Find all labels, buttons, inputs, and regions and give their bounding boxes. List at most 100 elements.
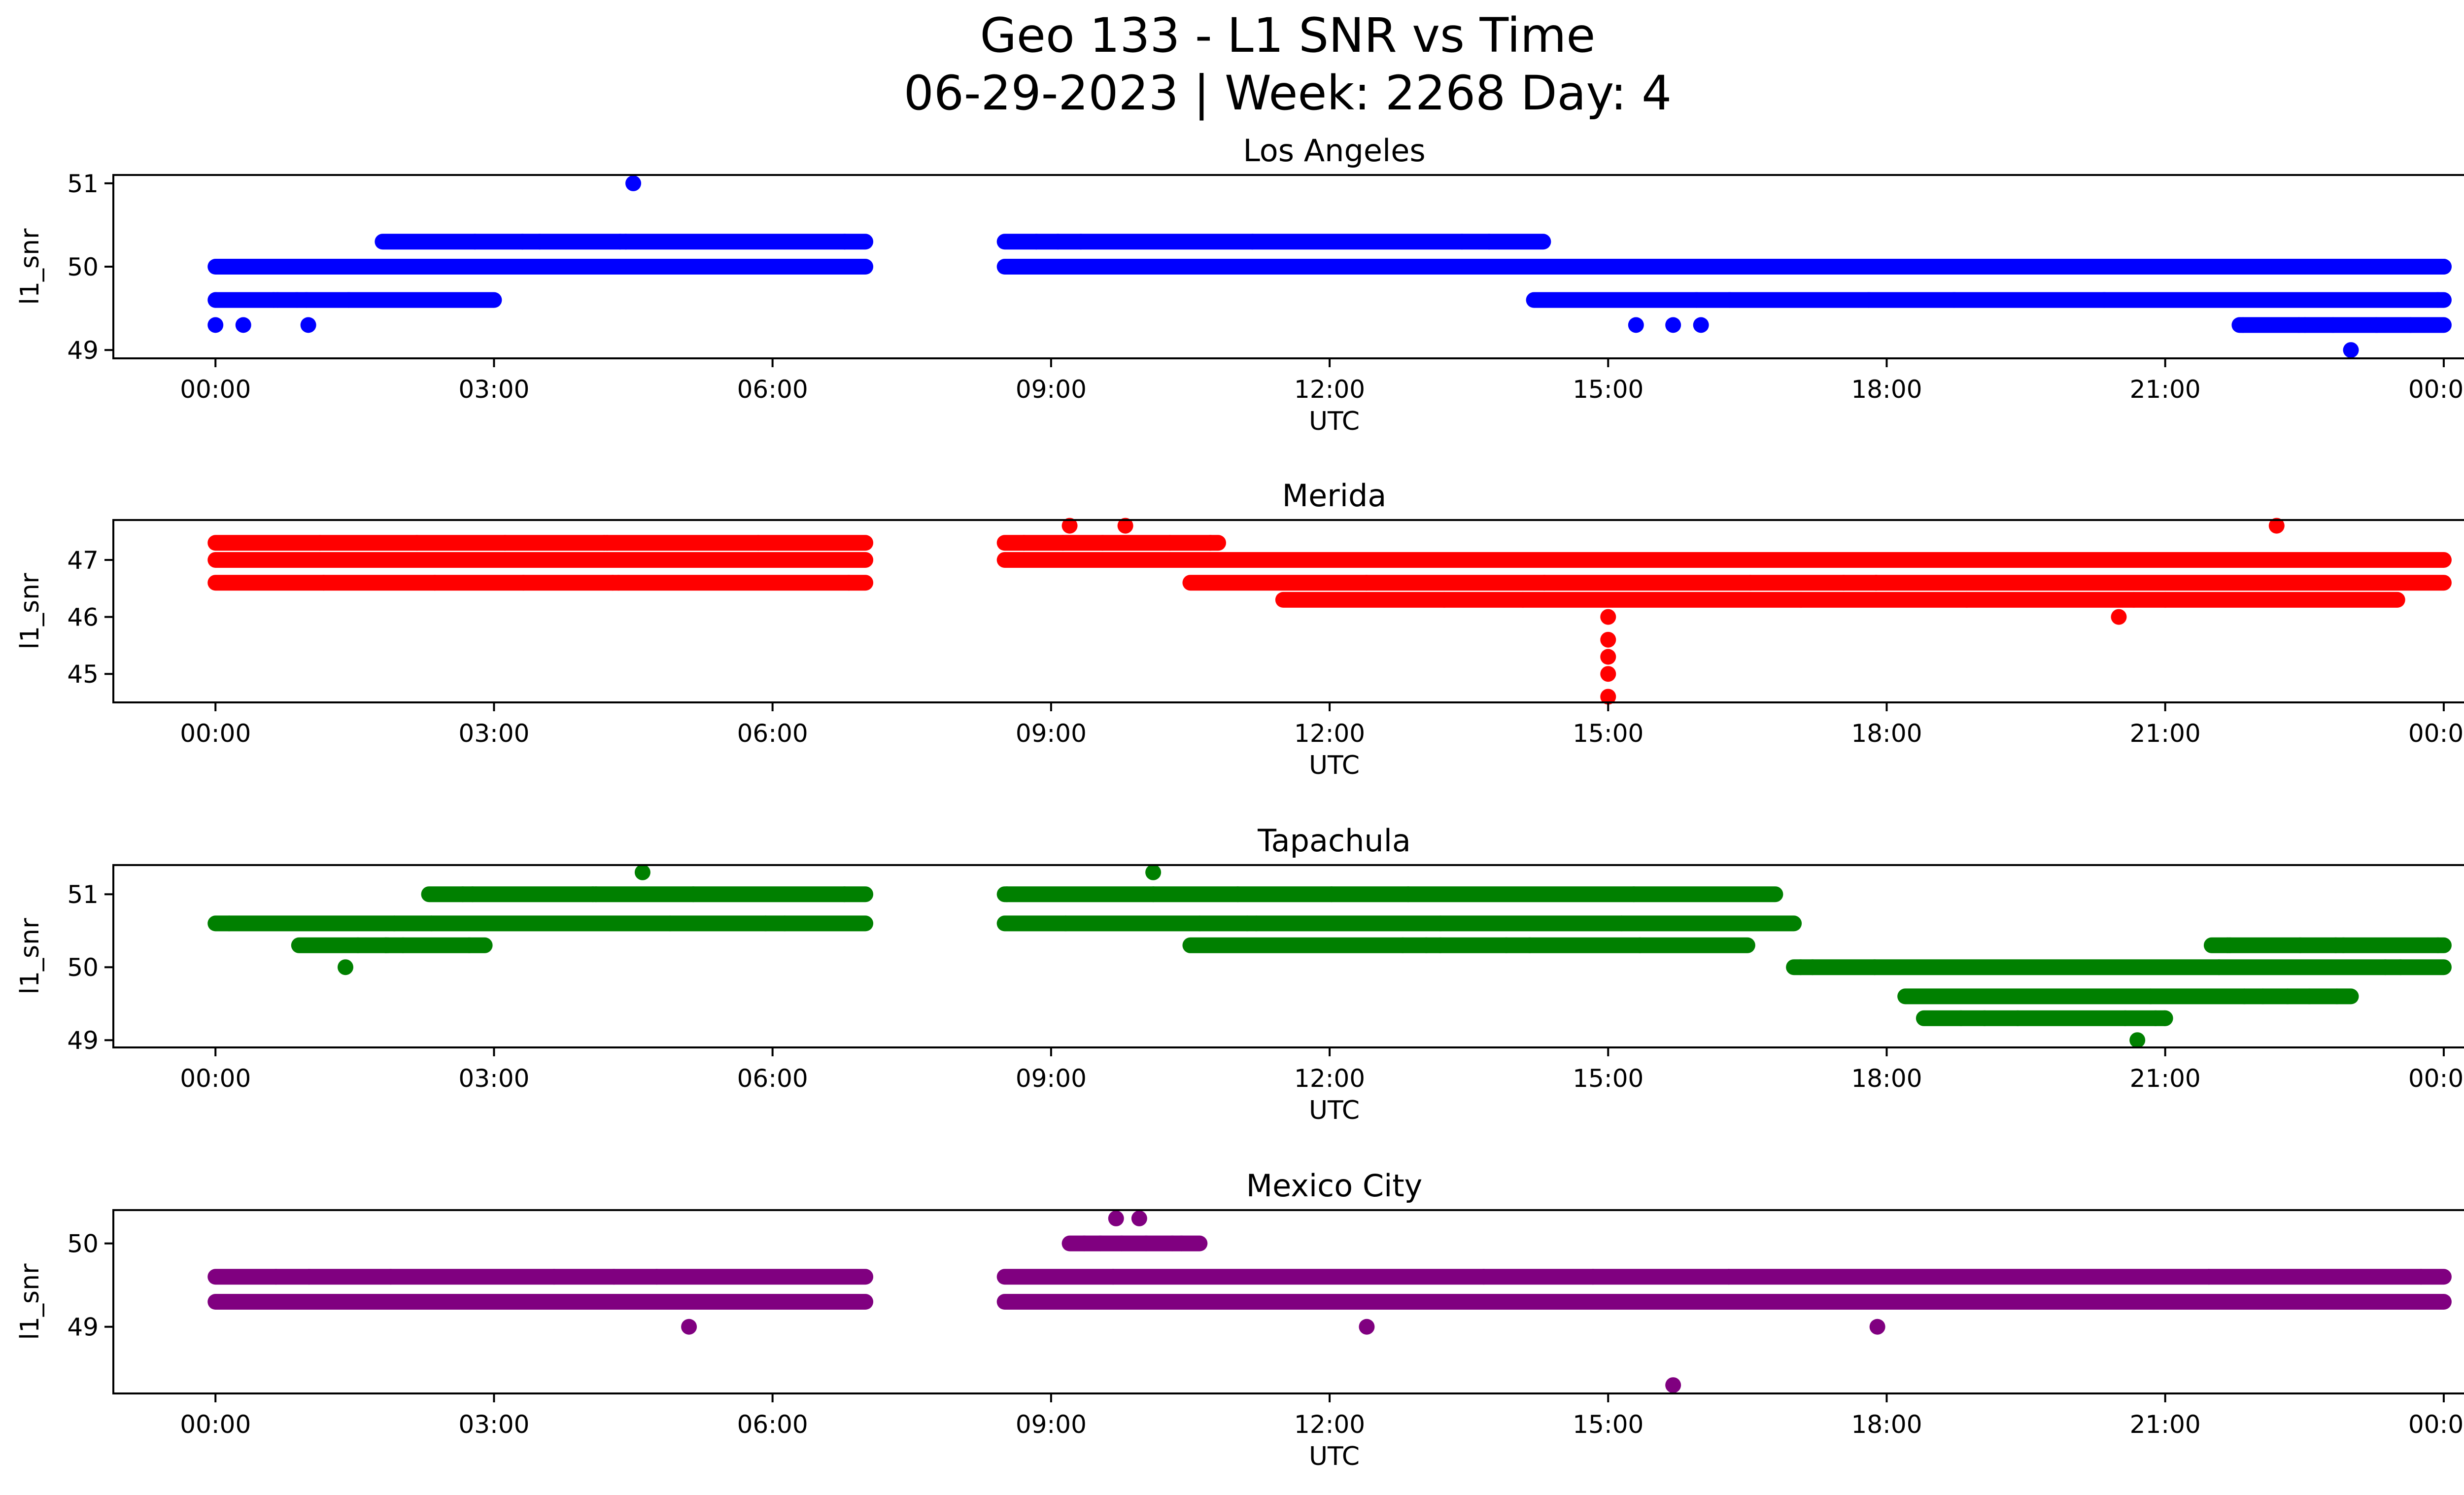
y-tick-label: 50 xyxy=(67,253,99,281)
data-point xyxy=(1202,535,1218,551)
x-tick-label: 21:00 xyxy=(2130,375,2201,404)
data-point xyxy=(1793,591,1809,608)
data-point xyxy=(1105,1269,1121,1285)
data-point xyxy=(1359,1319,1375,1335)
x-tick-label: 00:00 xyxy=(180,1410,251,1439)
x-tick-label: 03:00 xyxy=(458,1064,529,1093)
data-point xyxy=(1861,292,1877,308)
data-point xyxy=(1145,886,1162,903)
data-point xyxy=(1162,535,1178,551)
data-point xyxy=(2236,988,2253,1005)
subplots: Los Angeles 00:00 03:00 06:00 09:00 12:00 15:0… xyxy=(15,133,2464,1471)
data-point xyxy=(1400,886,1416,903)
y-axis-label: l1_snr xyxy=(15,1263,45,1340)
data-point xyxy=(1953,1010,1969,1026)
data-point xyxy=(1192,915,1208,932)
data-point xyxy=(1436,591,1452,608)
data-point xyxy=(2211,959,2227,975)
data-point xyxy=(1690,552,1707,568)
data-point xyxy=(1868,575,1884,591)
data-point xyxy=(1658,259,1675,275)
data-point xyxy=(341,292,357,308)
data-point xyxy=(1946,292,1962,308)
x-tick-label: 00:00 xyxy=(2408,375,2464,404)
data-point xyxy=(1131,1210,1147,1226)
data-point xyxy=(1792,959,1809,975)
data-point xyxy=(454,886,471,903)
data-point xyxy=(2291,317,2307,333)
data-point xyxy=(1879,552,1895,568)
x-axis-label: UTC xyxy=(1309,407,1360,436)
data-point xyxy=(1173,1235,1190,1252)
x-tick-label: 12:00 xyxy=(1294,1064,1365,1093)
x-axis-label: UTC xyxy=(1309,1442,1360,1471)
data-point xyxy=(770,259,787,275)
data-point xyxy=(1836,575,1852,591)
x-tick-label: 18:00 xyxy=(1851,375,1922,404)
data-point xyxy=(694,259,710,275)
figure-title-line2: 06-29-2023 | Week: 2268 Day: 4 xyxy=(904,66,1672,121)
x-tick-label: 06:00 xyxy=(737,375,808,404)
data-point xyxy=(777,915,793,932)
data-point xyxy=(2402,317,2419,333)
data-point xyxy=(1028,234,1044,250)
data-point xyxy=(347,259,364,275)
data-point xyxy=(999,886,1015,903)
x-tick-label: 18:00 xyxy=(1851,719,1922,748)
x-tick-label: 00:00 xyxy=(180,375,251,404)
data-point xyxy=(2070,1294,2086,1310)
subplot-title: Tapachula xyxy=(1257,823,1411,859)
data-point xyxy=(2157,591,2173,608)
data-point xyxy=(1600,609,1616,625)
data-point xyxy=(605,575,621,591)
data-point xyxy=(515,575,532,591)
x-tick-label: 03:00 xyxy=(458,719,529,748)
y-tick-label: 46 xyxy=(67,603,99,632)
data-point xyxy=(634,864,650,880)
data-point xyxy=(1958,591,1975,608)
x-axis-label: UTC xyxy=(1309,751,1360,780)
data-points xyxy=(207,864,2452,1048)
data-point xyxy=(685,886,701,903)
data-point xyxy=(836,234,853,250)
subplot-los-angeles: Los Angeles 00:00 03:00 06:00 09:00 12:00 15:0… xyxy=(15,133,2464,436)
data-point xyxy=(649,1269,665,1285)
data-point xyxy=(1688,292,1705,308)
y-axis-label: l1_snr xyxy=(15,918,45,995)
data-point xyxy=(467,234,483,250)
data-point xyxy=(2096,292,2112,308)
data-point xyxy=(1055,535,1071,551)
data-point xyxy=(1665,1377,1681,1393)
data-point xyxy=(531,234,548,250)
data-point xyxy=(2377,959,2394,975)
data-point xyxy=(1805,959,1821,975)
subplot-title: Los Angeles xyxy=(1243,133,1425,169)
x-tick-label: 06:00 xyxy=(737,1064,808,1093)
data-point xyxy=(1138,1235,1154,1252)
data-point xyxy=(268,1269,284,1285)
data-point xyxy=(529,552,546,568)
data-point xyxy=(2148,1010,2164,1026)
data-point xyxy=(1920,259,1937,275)
data-point xyxy=(497,535,513,551)
data-point xyxy=(2279,988,2295,1005)
data-point xyxy=(1418,937,1435,953)
x-tick-label: 09:00 xyxy=(1016,719,1087,748)
data-point xyxy=(315,575,332,591)
data-point xyxy=(1145,864,1162,880)
subplot-tapachula: Tapachula 00:00 03:00 06:00 09:00 12:00 15:00 1… xyxy=(15,823,2464,1125)
x-tick-label: 03:00 xyxy=(458,375,529,404)
y-axis-label: l1_snr xyxy=(15,573,45,650)
y-tick-label: 50 xyxy=(67,953,99,982)
data-point xyxy=(2346,1294,2362,1310)
data-point xyxy=(2142,988,2158,1005)
data-point xyxy=(606,1269,622,1285)
data-point xyxy=(2065,259,2081,275)
data-point xyxy=(266,292,282,308)
x-tick-label: 12:00 xyxy=(1294,375,1365,404)
data-point xyxy=(762,552,778,568)
data-point xyxy=(444,1294,460,1310)
subplot-title: Mexico City xyxy=(1246,1168,1423,1204)
data-point xyxy=(1522,937,1538,953)
data-point xyxy=(1585,1269,1601,1285)
